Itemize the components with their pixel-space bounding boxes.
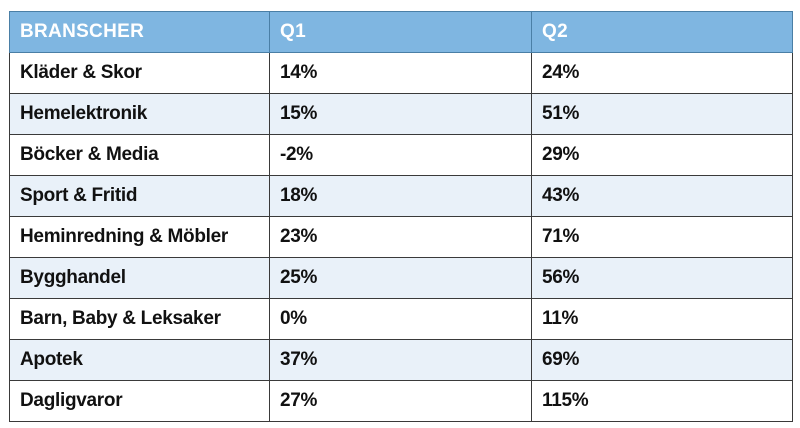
column-header-q1: Q1 — [269, 11, 532, 53]
industry-growth-table-container: BRANSCHER Q1 Q2 Kläder & Skor 14% 24% Hemel… — [9, 11, 793, 422]
row-q1-value: 23% — [269, 216, 532, 258]
table-row: Dagligvaror 27% 115% — [9, 380, 793, 422]
row-q2-value: 51% — [531, 93, 793, 135]
table-row: Barn, Baby & Leksaker 0% 11% — [9, 298, 793, 340]
row-q1-value: 15% — [269, 93, 532, 135]
row-q2-value: 24% — [531, 52, 793, 94]
table-row: Kläder & Skor 14% 24% — [9, 52, 793, 94]
row-category-label: Barn, Baby & Leksaker — [9, 298, 270, 340]
row-category-label: Kläder & Skor — [9, 52, 270, 94]
row-q2-value: 43% — [531, 175, 793, 217]
table-row: Hemelektronik 15% 51% — [9, 93, 793, 135]
row-q1-value: 25% — [269, 257, 532, 299]
table-header: BRANSCHER Q1 Q2 — [9, 11, 793, 53]
row-q2-value: 69% — [531, 339, 793, 381]
row-q1-value: 18% — [269, 175, 532, 217]
industry-growth-table: BRANSCHER Q1 Q2 Kläder & Skor 14% 24% Hemel… — [9, 11, 793, 422]
row-q1-value: 27% — [269, 380, 532, 422]
row-q1-value: 0% — [269, 298, 532, 340]
row-category-label: Apotek — [9, 339, 270, 381]
table-row: Sport & Fritid 18% 43% — [9, 175, 793, 217]
row-q2-value: 29% — [531, 134, 793, 176]
row-category-label: Bygghandel — [9, 257, 270, 299]
row-category-label: Dagligvaror — [9, 380, 270, 422]
row-q2-value: 115% — [531, 380, 793, 422]
row-q1-value: 14% — [269, 52, 532, 94]
row-category-label: Sport & Fritid — [9, 175, 270, 217]
row-q1-value: -2% — [269, 134, 532, 176]
row-category-label: Heminredning & Möbler — [9, 216, 270, 258]
column-header-q2: Q2 — [531, 11, 793, 53]
row-q2-value: 71% — [531, 216, 793, 258]
table-body: Kläder & Skor 14% 24% Hemelektronik 15% 51% Bö… — [9, 52, 793, 422]
row-category-label: Böcker & Media — [9, 134, 270, 176]
column-header-bransch: BRANSCHER — [9, 11, 270, 53]
row-q1-value: 37% — [269, 339, 532, 381]
table-row: Bygghandel 25% 56% — [9, 257, 793, 299]
row-q2-value: 11% — [531, 298, 793, 340]
table-row: Heminredning & Möbler 23% 71% — [9, 216, 793, 258]
table-row: Böcker & Media -2% 29% — [9, 134, 793, 176]
header-row: BRANSCHER Q1 Q2 — [9, 11, 793, 53]
table-row: Apotek 37% 69% — [9, 339, 793, 381]
row-category-label: Hemelektronik — [9, 93, 270, 135]
row-q2-value: 56% — [531, 257, 793, 299]
